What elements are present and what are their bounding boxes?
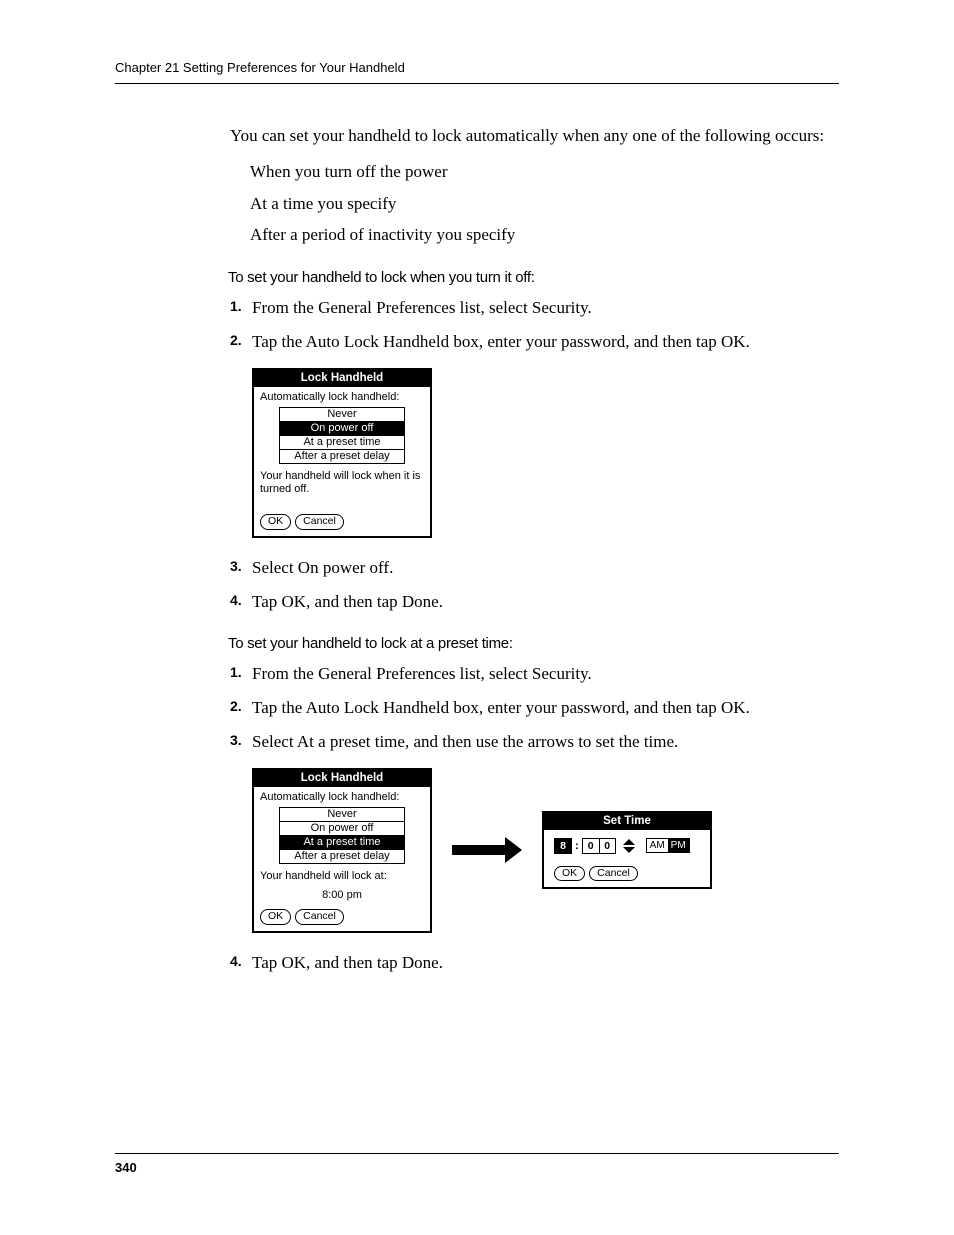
step-text: Tap the Auto Lock Handheld box, enter yo…: [252, 330, 750, 354]
bullet-item: At a time you specify: [250, 192, 839, 216]
step-text: Tap OK, and then tap Done.: [252, 951, 443, 975]
step-number: 2.: [230, 696, 252, 720]
option-preset-delay[interactable]: After a preset delay: [280, 450, 404, 463]
step-text: From the General Preferences list, selec…: [252, 296, 592, 320]
hour-field[interactable]: 8: [554, 838, 572, 854]
step-number: 4.: [230, 951, 252, 975]
step-text: From the General Preferences list, selec…: [252, 662, 592, 686]
spinner-down-icon[interactable]: [623, 847, 635, 853]
minute-field[interactable]: 0 0: [582, 838, 616, 854]
step-number: 3.: [230, 556, 252, 580]
step-number: 4.: [230, 590, 252, 614]
step-number: 1.: [230, 662, 252, 686]
cancel-button[interactable]: Cancel: [295, 909, 344, 925]
time-spinner[interactable]: [623, 839, 635, 853]
am-option[interactable]: AM: [647, 839, 668, 852]
pm-option[interactable]: PM: [668, 839, 689, 852]
option-on-power-off[interactable]: On power off: [280, 822, 404, 836]
steps-presettime: 1.From the General Preferences list, sel…: [230, 662, 839, 753]
dialog-title: Set Time: [544, 813, 710, 830]
lock-handheld-dialog: Lock Handheld Automatically lock handhel…: [252, 768, 432, 933]
page-footer: 340: [115, 1153, 839, 1175]
ok-button[interactable]: OK: [260, 909, 291, 925]
lock-handheld-dialog: Lock Handheld Automatically lock handhel…: [252, 368, 432, 538]
minute-ones[interactable]: 0: [599, 839, 615, 853]
auto-lock-options: Never On power off At a preset time Afte…: [279, 807, 405, 864]
cancel-button[interactable]: Cancel: [589, 866, 638, 882]
running-header: Chapter 21 Setting Preferences for Your …: [115, 60, 839, 75]
step-number: 3.: [230, 730, 252, 754]
dialog-prompt: Automatically lock handheld:: [260, 391, 424, 403]
step-text: Tap OK, and then tap Done.: [252, 590, 443, 614]
header-rule: [115, 83, 839, 84]
bullet-list: When you turn off the power At a time yo…: [230, 160, 839, 247]
step-text: Tap the Auto Lock Handheld box, enter yo…: [252, 696, 750, 720]
option-on-power-off[interactable]: On power off: [280, 422, 404, 436]
auto-lock-options: Never On power off At a preset time Afte…: [279, 407, 405, 464]
steps-poweroff-cont: 3.Select On power off. 4.Tap OK, and the…: [230, 556, 839, 614]
dialog-title: Lock Handheld: [254, 370, 430, 387]
bullet-item: After a period of inactivity you specify: [250, 223, 839, 247]
spinner-up-icon[interactable]: [623, 839, 635, 845]
dialog-title: Lock Handheld: [254, 770, 430, 787]
footer-rule: [115, 1153, 839, 1154]
step-text: Select At a preset time, and then use th…: [252, 730, 678, 754]
option-never[interactable]: Never: [280, 408, 404, 422]
option-never[interactable]: Never: [280, 808, 404, 822]
intro-text: You can set your handheld to lock automa…: [230, 124, 839, 148]
step-text: Select On power off.: [252, 556, 393, 580]
step-number: 1.: [230, 296, 252, 320]
option-preset-delay[interactable]: After a preset delay: [280, 850, 404, 863]
figure-lock-handheld-settime: Lock Handheld Automatically lock handhel…: [252, 768, 839, 933]
bullet-item: When you turn off the power: [250, 160, 839, 184]
ok-button[interactable]: OK: [554, 866, 585, 882]
figure-lock-handheld-poweroff: Lock Handheld Automatically lock handhel…: [252, 368, 839, 538]
subheading-presettime: To set your handheld to lock at a preset…: [228, 635, 839, 652]
dialog-message: Your handheld will lock at:: [260, 870, 424, 883]
option-preset-time[interactable]: At a preset time: [280, 836, 404, 850]
page-number: 340: [115, 1160, 839, 1175]
cancel-button[interactable]: Cancel: [295, 514, 344, 530]
steps-presettime-cont: 4.Tap OK, and then tap Done.: [230, 951, 839, 975]
steps-poweroff: 1.From the General Preferences list, sel…: [230, 296, 839, 354]
arrow-icon: [452, 838, 522, 862]
ok-button[interactable]: OK: [260, 514, 291, 530]
option-preset-time[interactable]: At a preset time: [280, 436, 404, 450]
minute-tens[interactable]: 0: [583, 839, 599, 853]
dialog-prompt: Automatically lock handheld:: [260, 791, 424, 803]
dialog-message: Your handheld will lock when it is turne…: [260, 470, 424, 496]
step-number: 2.: [230, 330, 252, 354]
set-time-dialog: Set Time 8 : 0 0: [542, 811, 712, 890]
ampm-toggle[interactable]: AM PM: [646, 838, 690, 853]
lock-time-value[interactable]: 8:00 pm: [260, 889, 424, 901]
subheading-poweroff: To set your handheld to lock when you tu…: [228, 269, 839, 286]
time-colon: :: [575, 840, 579, 852]
